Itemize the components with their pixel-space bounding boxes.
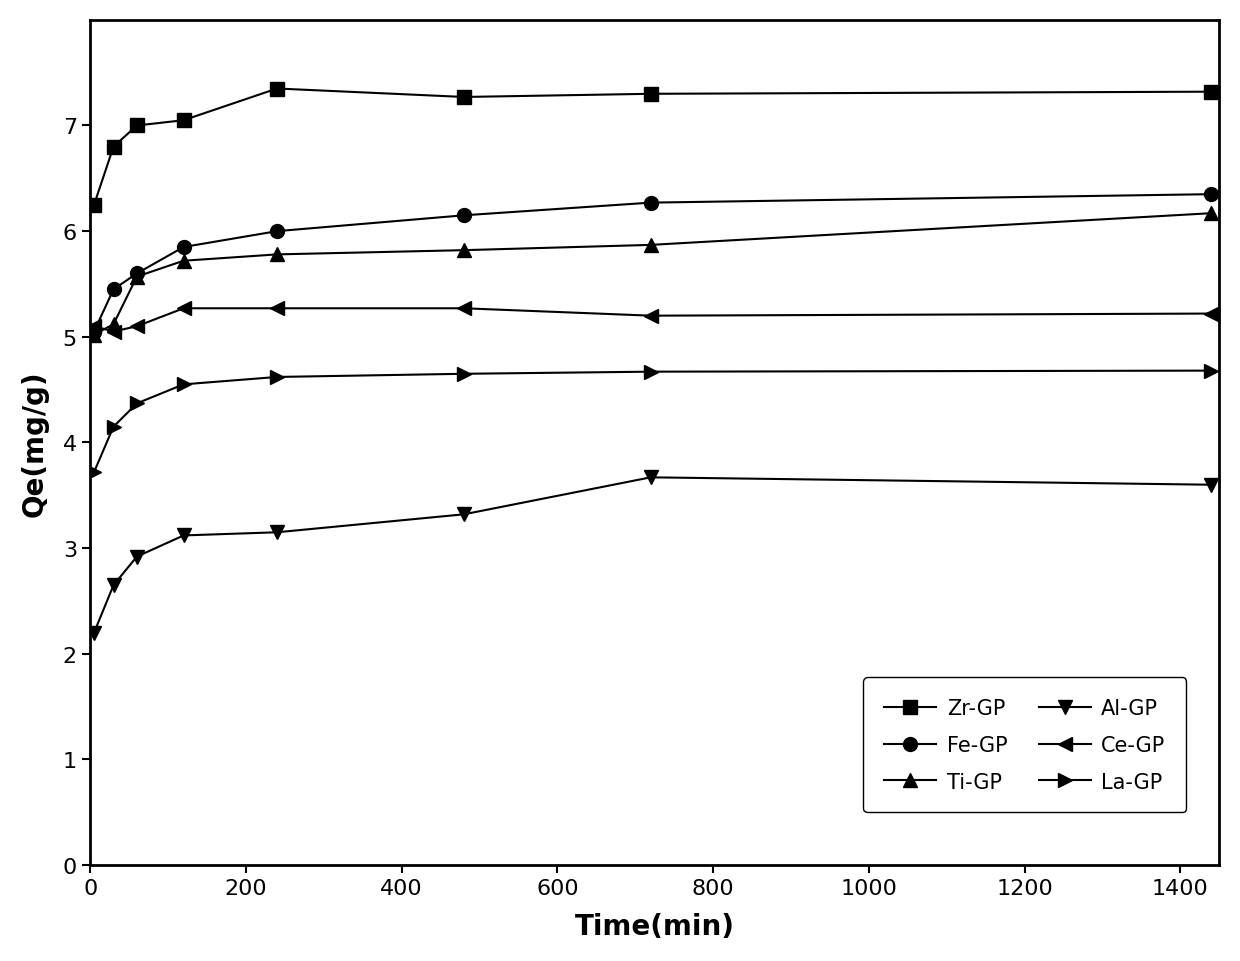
Ti-GP	[176, 256, 191, 267]
Al-GP	[269, 527, 284, 538]
Al-GP	[129, 552, 144, 563]
Ti-GP	[87, 330, 102, 341]
La-GP	[87, 467, 102, 479]
Al-GP	[176, 530, 191, 542]
Line: La-GP: La-GP	[87, 364, 1219, 480]
Fe-GP	[269, 226, 284, 237]
Line: Zr-GP: Zr-GP	[87, 83, 1219, 212]
Y-axis label: Qe(mg/g): Qe(mg/g)	[21, 370, 48, 516]
Fe-GP	[1204, 189, 1219, 201]
Ce-GP	[176, 303, 191, 314]
Zr-GP	[456, 92, 471, 104]
Ce-GP	[269, 303, 284, 314]
Zr-GP	[87, 200, 102, 211]
Line: Fe-GP: Fe-GP	[87, 188, 1219, 339]
Al-GP	[1204, 480, 1219, 491]
Zr-GP	[129, 120, 144, 132]
Ti-GP	[129, 272, 144, 283]
Fe-GP	[644, 198, 658, 209]
Ce-GP	[644, 310, 658, 322]
Fe-GP	[456, 210, 471, 222]
X-axis label: Time(min): Time(min)	[574, 912, 734, 940]
Ti-GP	[1204, 209, 1219, 220]
Al-GP	[644, 472, 658, 483]
Zr-GP	[1204, 86, 1219, 98]
Fe-GP	[107, 284, 122, 296]
Line: Ce-GP: Ce-GP	[87, 302, 1219, 339]
Line: Al-GP: Al-GP	[87, 471, 1219, 640]
Fe-GP	[176, 242, 191, 254]
Zr-GP	[176, 115, 191, 127]
Ce-GP	[456, 303, 471, 314]
Zr-GP	[644, 89, 658, 101]
La-GP	[269, 372, 284, 383]
La-GP	[107, 422, 122, 433]
Al-GP	[107, 579, 122, 591]
Ti-GP	[456, 245, 471, 257]
Zr-GP	[269, 84, 284, 95]
Zr-GP	[107, 141, 122, 153]
Line: Ti-GP: Ti-GP	[87, 207, 1219, 342]
Legend: Zr-GP, Fe-GP, Ti-GP, Al-GP, Ce-GP, La-GP: Zr-GP, Fe-GP, Ti-GP, Al-GP, Ce-GP, La-GP	[863, 678, 1187, 813]
Ti-GP	[107, 319, 122, 331]
Fe-GP	[87, 327, 102, 338]
Ce-GP	[1204, 308, 1219, 320]
La-GP	[644, 366, 658, 378]
La-GP	[456, 369, 471, 381]
Ce-GP	[107, 327, 122, 338]
La-GP	[176, 380, 191, 391]
Ce-GP	[129, 321, 144, 333]
La-GP	[1204, 365, 1219, 377]
Ce-GP	[87, 321, 102, 333]
Fe-GP	[129, 268, 144, 280]
Ti-GP	[269, 249, 284, 260]
Al-GP	[87, 628, 102, 639]
La-GP	[129, 398, 144, 409]
Al-GP	[456, 509, 471, 521]
Ti-GP	[644, 240, 658, 252]
